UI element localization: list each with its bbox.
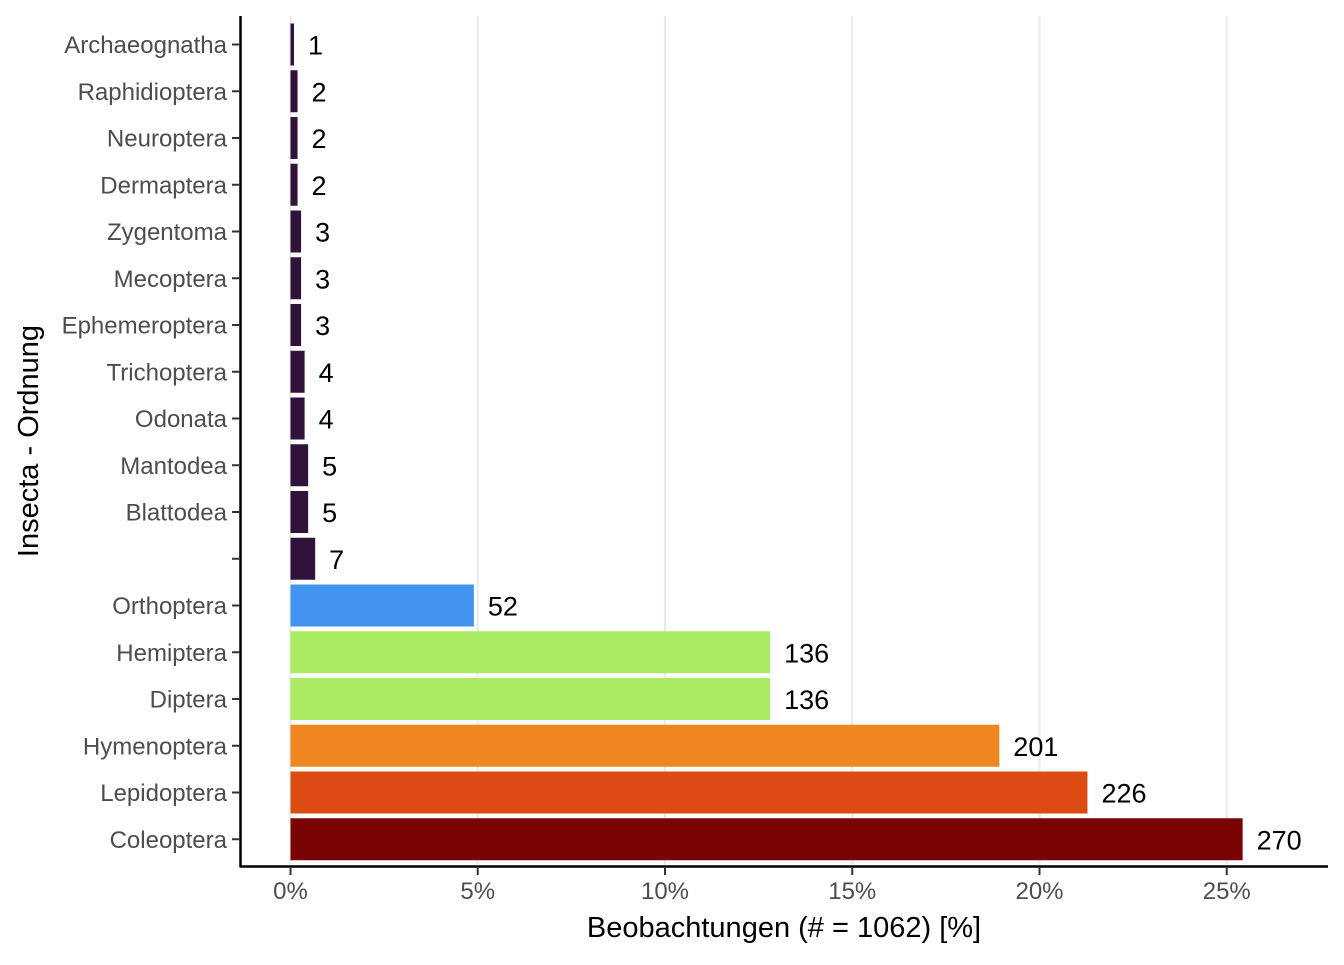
x-tick-label: 25%: [1203, 878, 1251, 905]
y-tick-label: Raphidioptera: [78, 79, 228, 106]
bar: [290, 163, 298, 206]
y-tick-label: Ephemeroptera: [62, 313, 228, 340]
value-label: 2: [312, 124, 327, 154]
axes: [232, 16, 1328, 875]
bar: [290, 350, 305, 393]
bar: [290, 210, 302, 253]
value-label: 52: [488, 592, 518, 622]
value-label: 136: [784, 685, 829, 715]
bar: [290, 631, 771, 674]
x-axis-title: Beobachtungen (# = 1062) [%]: [587, 912, 981, 944]
value-label: 5: [322, 451, 337, 481]
x-tick-label: 0%: [273, 878, 308, 905]
y-tick-label: Mecoptera: [114, 266, 228, 293]
y-tick-label: Mantodea: [120, 453, 227, 480]
value-label: 3: [315, 218, 330, 248]
y-tick-label: Diptera: [150, 687, 228, 714]
bar: [290, 304, 302, 346]
bar: [290, 257, 302, 300]
value-label: 2: [312, 77, 327, 107]
bar: [290, 771, 1088, 814]
y-tick-label: Zygentoma: [107, 219, 228, 246]
value-label: 4: [319, 405, 334, 435]
value-label: 270: [1257, 825, 1302, 855]
y-tick-label: Neuroptera: [107, 126, 228, 153]
value-label: 3: [315, 264, 330, 294]
y-tick-label: Archaeognatha: [64, 32, 227, 59]
value-label: 2: [312, 171, 327, 201]
y-axis-title: Insecta - Ordnung: [13, 325, 45, 557]
bar: [290, 724, 1000, 767]
bar: [290, 537, 316, 580]
gridlines: [289, 16, 1228, 865]
value-label: 5: [322, 498, 337, 528]
x-tick-label: 20%: [1015, 878, 1063, 905]
bar: [290, 23, 295, 66]
x-tick-label: 15%: [828, 878, 876, 905]
bar: [290, 444, 309, 487]
bar: [290, 70, 298, 113]
bar: [290, 678, 771, 720]
x-tick-label: 5%: [460, 878, 495, 905]
value-label: 226: [1101, 779, 1146, 809]
y-tick-label: Trichoptera: [107, 359, 228, 386]
x-tick-labels: 0% 5% 10% 15% 20% 25%: [273, 878, 1251, 905]
y-tick-label: Hemiptera: [116, 640, 227, 667]
bar: [290, 397, 305, 440]
y-tick-label: Odonata: [135, 406, 228, 433]
y-tick-labels: Archaeognatha Raphidioptera Neuroptera Derm…: [62, 32, 228, 854]
value-labels: 1 2 2 2 3 3 3 4 4 5 5 7 52 136 136 201 226 270: [308, 31, 1302, 856]
value-label: 3: [315, 311, 330, 341]
x-tick-label: 10%: [641, 878, 689, 905]
bar: [290, 584, 474, 627]
value-label: 7: [329, 545, 344, 575]
y-tick-label: Lepidoptera: [100, 780, 227, 807]
y-tick-label: Dermaptera: [100, 172, 227, 199]
bar: [290, 117, 298, 159]
bar: [290, 818, 1243, 861]
y-tick-label: Orthoptera: [112, 593, 227, 620]
y-tick-label: Coleoptera: [110, 827, 228, 854]
value-label: 136: [784, 638, 829, 668]
bar: [290, 491, 309, 533]
value-label: 1: [308, 31, 323, 61]
value-label: 201: [1013, 732, 1058, 762]
y-tick-label: Hymenoptera: [83, 733, 228, 760]
value-label: 4: [319, 358, 334, 388]
bars: [290, 23, 1243, 861]
y-tick-label: Blattodea: [126, 500, 228, 527]
